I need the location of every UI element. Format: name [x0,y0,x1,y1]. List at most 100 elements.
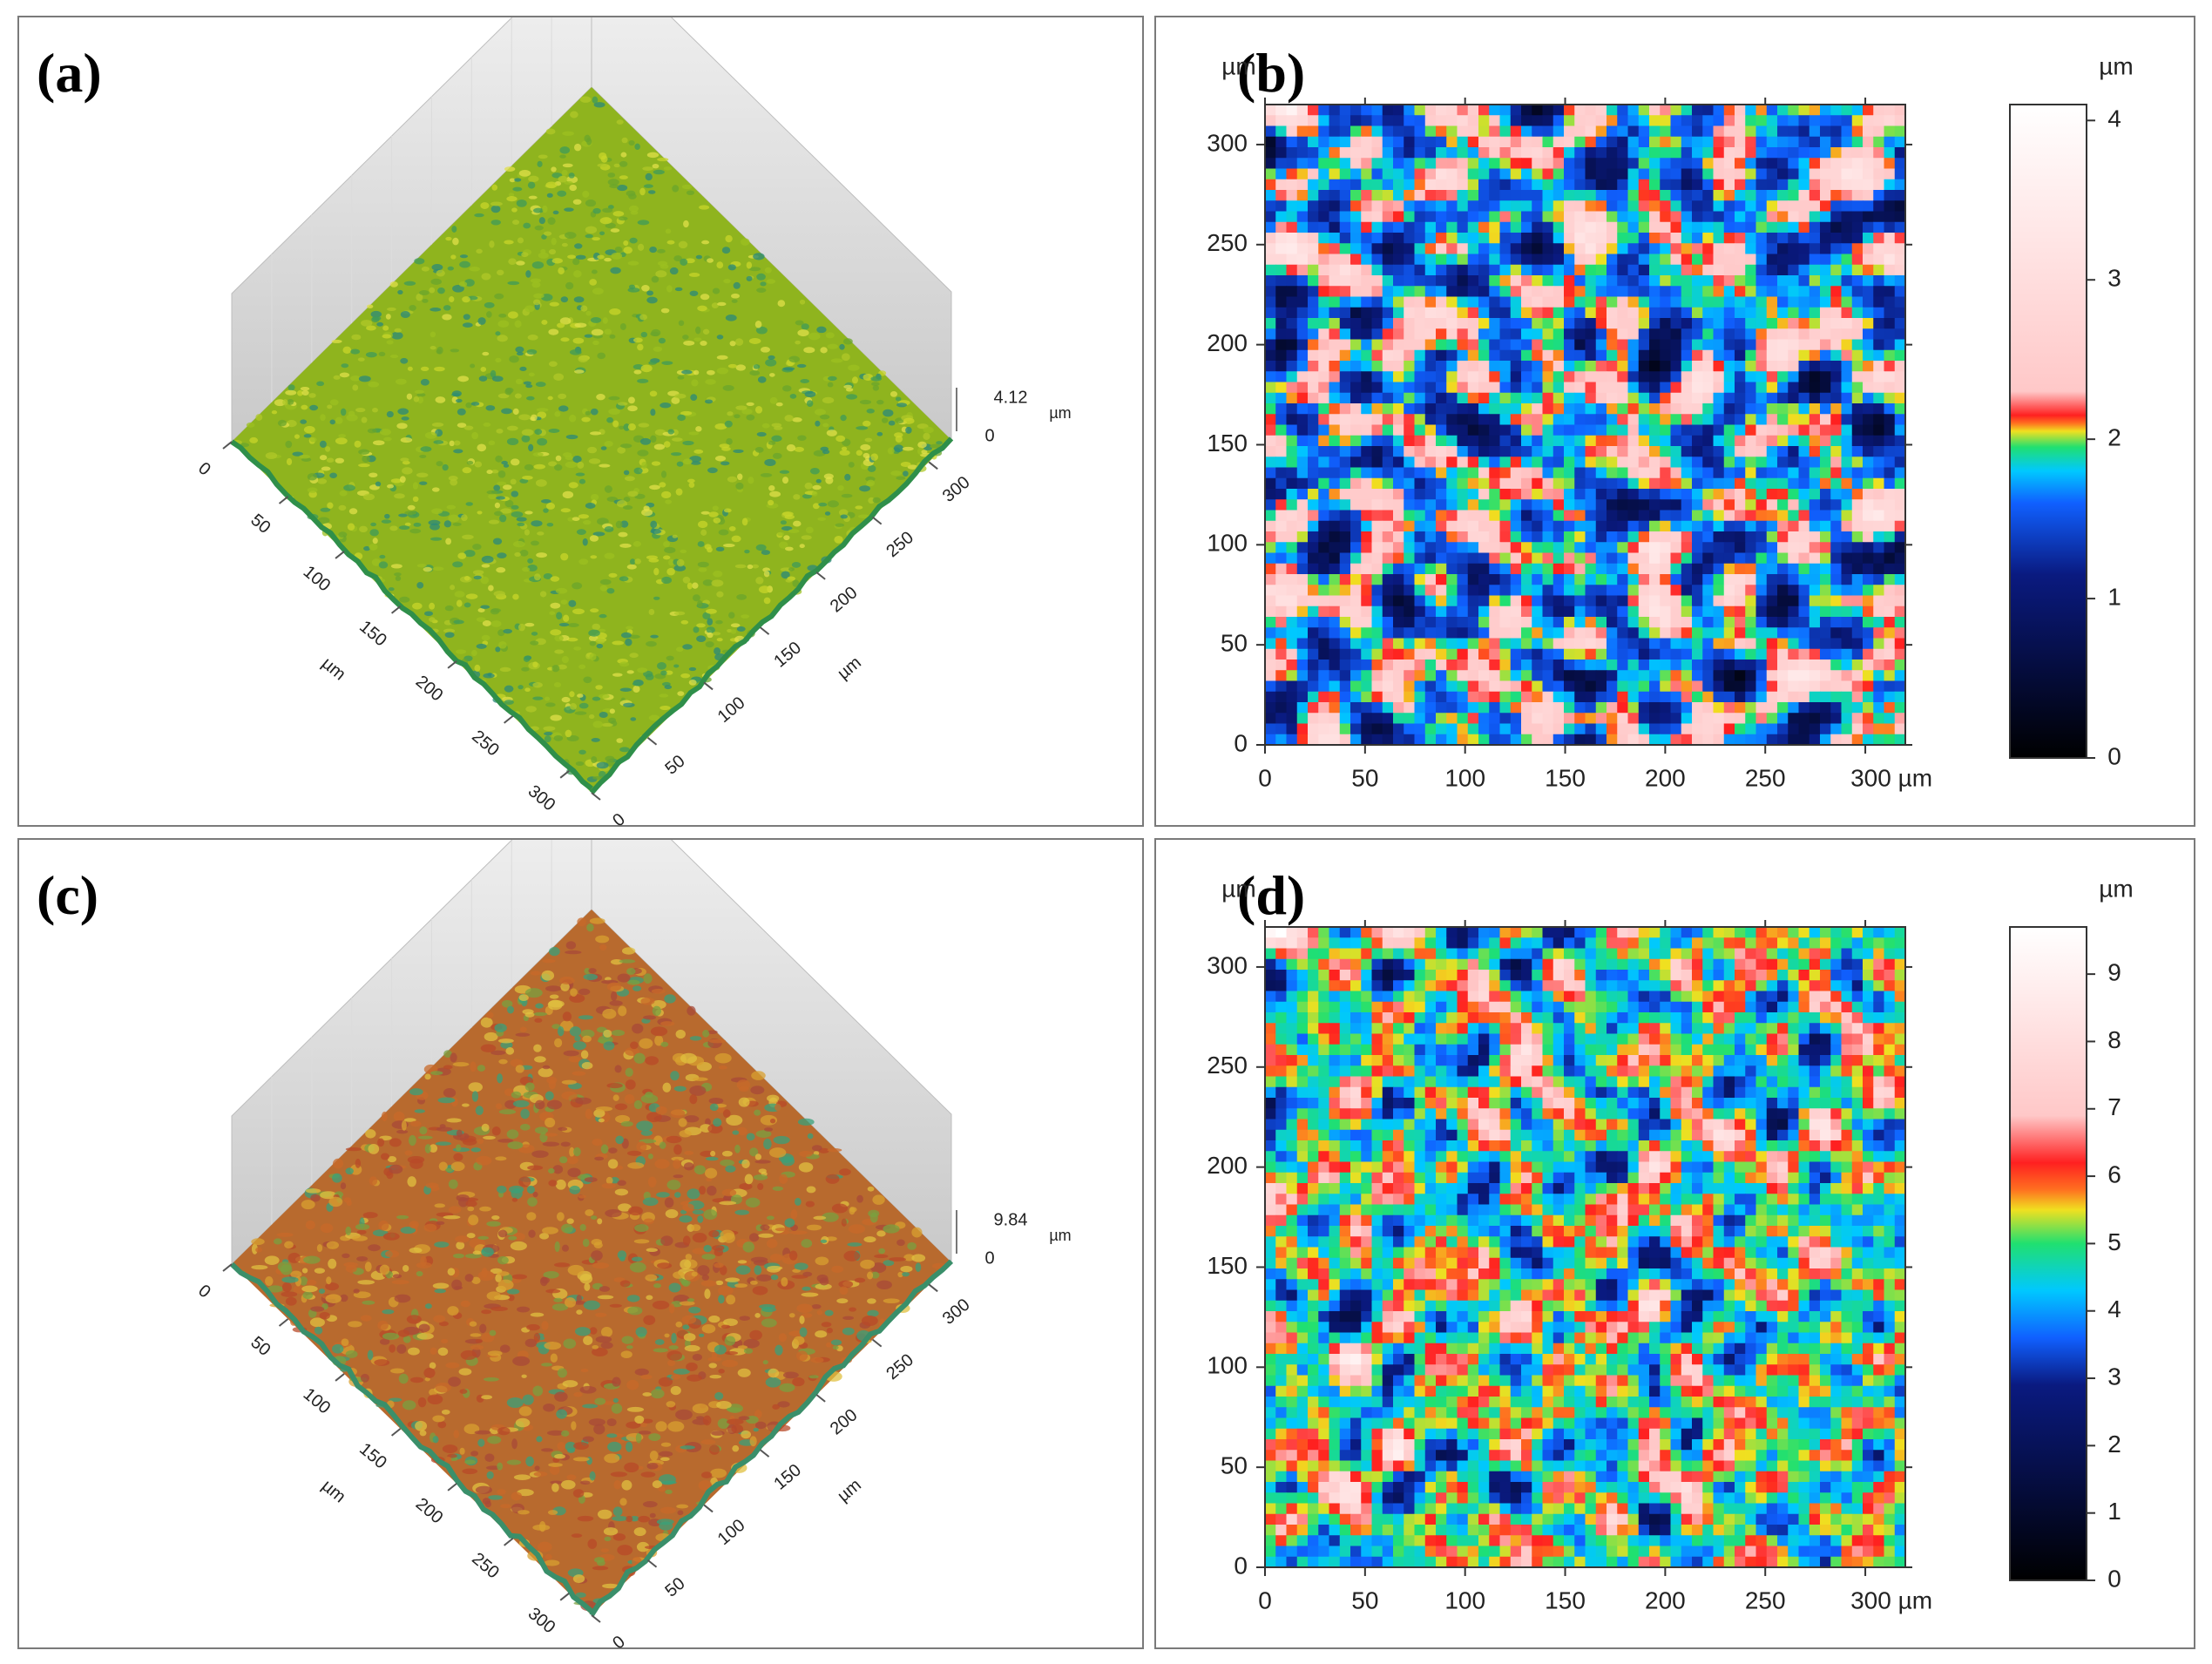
heatmap-cell [1265,499,1276,511]
heatmap-cell [1552,264,1565,276]
heatmap-cell [1318,254,1330,266]
surface-texture [445,538,452,545]
heatmap-cell [1361,648,1373,660]
heatmap-cell [1617,552,1629,565]
heatmap-cell [1798,233,1810,244]
heatmap-cell [1265,243,1276,255]
heatmap-cell [1318,286,1330,298]
heatmap-cell [1617,574,1629,585]
heatmap-cell [1467,168,1479,180]
heatmap-cell [1467,670,1479,682]
surface-texture [725,234,733,243]
heatmap-cell [1894,499,1906,511]
heatmap-cell [1627,211,1640,223]
heatmap-cell [1574,510,1586,522]
heatmap-cell [1638,233,1650,244]
heatmap-cell [1735,286,1746,298]
heatmap-cell [1308,617,1319,628]
x-tick-label: 0 [194,458,214,479]
heatmap-cell [1414,670,1426,682]
heatmap-cell [1564,648,1575,660]
heatmap-cell [1446,125,1458,138]
heatmap-cell [1863,243,1874,255]
heatmap-cell [1552,702,1565,714]
heatmap-cell [1532,328,1544,341]
heatmap-cell [1446,660,1458,671]
heatmap-cell [1296,617,1309,628]
surface-texture [500,508,512,514]
heatmap-cell [1489,489,1501,500]
heatmap-cell [1446,318,1458,329]
heatmap-cell [1702,660,1715,671]
surface-texture [727,476,738,483]
heatmap-cell [1457,670,1469,682]
heatmap-cell [1542,318,1554,329]
heatmap-cell [1873,115,1885,127]
surface-texture [510,458,520,466]
surface-texture [788,355,800,363]
surface-texture [522,475,533,480]
surface-texture [543,508,549,513]
heatmap-cell [1617,211,1629,223]
heatmap-cell [1670,190,1682,201]
heatmap-cell [1884,125,1896,138]
heatmap-cell [1296,713,1309,725]
heatmap-cell [1766,286,1778,298]
heatmap-cell [1318,136,1330,148]
heatmap-cell [1595,392,1607,404]
surface-texture [896,402,908,408]
heatmap-cell [1745,723,1757,735]
heatmap-cell [1638,638,1650,650]
heatmap-cell [1884,520,1896,532]
heatmap-cell [1478,595,1490,607]
heatmap-cell [1627,328,1640,341]
heatmap-cell [1436,136,1447,148]
heatmap-cell [1467,328,1479,341]
surface-texture [840,514,848,519]
surface-texture [527,565,538,572]
heatmap-cell [1702,691,1715,703]
heatmap-cell [1777,328,1789,341]
heatmap-cell [1510,318,1522,329]
surface-texture [470,402,480,406]
heatmap-cell [1552,713,1565,725]
heatmap-cell [1798,531,1810,543]
heatmap-cell [1777,168,1789,180]
heatmap-cell [1670,382,1682,394]
surface-texture [592,96,599,104]
heatmap-cell [1702,221,1715,233]
heatmap-cell [1638,275,1650,287]
heatmap-cell [1478,435,1490,447]
heatmap-cell [1830,318,1843,329]
heatmap-cell [1660,627,1672,639]
heatmap-cell [1329,489,1341,500]
heatmap-cell [1649,574,1661,585]
surface-texture [700,341,707,346]
heatmap-cell [1478,328,1490,341]
heatmap-cell [1478,605,1490,618]
surface-texture [599,578,612,585]
heatmap-cell [1723,275,1735,287]
surface-texture [521,666,530,672]
surface-texture [716,638,723,642]
heatmap-cell [1873,318,1885,329]
surface-texture [619,322,626,330]
heatmap-cell [1478,392,1490,404]
surface-texture [557,322,565,328]
surface-texture [730,629,737,634]
heatmap-cell [1404,243,1416,255]
heatmap-cell [1894,147,1906,159]
surface-texture [834,535,843,544]
surface-texture [504,685,514,693]
heatmap-cell [1532,542,1544,554]
heatmap-cell [1542,361,1554,372]
heatmap-cell [1286,221,1298,233]
heatmap-cell [1851,477,1864,490]
heatmap-cell [1489,435,1501,447]
heatmap-cell [1574,339,1586,351]
heatmap-cell [1766,691,1778,703]
surface-texture [450,585,456,591]
surface-texture [452,237,459,246]
surface-texture [835,435,846,443]
heatmap-cell [1350,457,1362,469]
